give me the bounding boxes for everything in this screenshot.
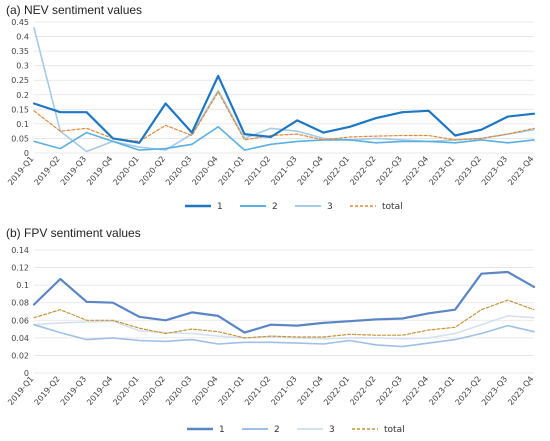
series-line-total — [33, 299, 535, 339]
x-tick-label: 2023-Q2 — [454, 155, 483, 188]
legend-label-2: 2 — [272, 202, 278, 212]
x-tick-label: 2023-Q2 — [454, 375, 483, 408]
x-tick-label: 2019-Q1 — [6, 155, 35, 188]
x-tick-label: 2021-Q3 — [269, 155, 298, 188]
x-tick-label: 2023-Q3 — [480, 155, 509, 188]
y-tick-label: 0.12 — [11, 264, 29, 273]
chart-a-title: (a) NEV sentiment values — [6, 3, 143, 17]
x-tick-label: 2022-Q4 — [401, 155, 430, 188]
y-tick-label: 0 — [24, 369, 29, 378]
series-line-2 — [33, 126, 535, 151]
y-tick-label: 0.1 — [16, 120, 29, 129]
x-tick-label: 2022-Q2 — [348, 375, 377, 408]
x-tick-label: 2023-Q1 — [427, 155, 456, 188]
chart-a: 0 0.05 0.1 0.15 0.2 0.25 0.3 0.35 0.4 0.45 2019-Q1… — [6, 18, 536, 212]
x-tick-label: 2020-Q3 — [164, 375, 193, 408]
x-tick-label: 2019-Q2 — [32, 375, 61, 408]
x-tick-label: 2023-Q4 — [506, 375, 535, 408]
legend-label-3: 3 — [329, 425, 335, 435]
x-tick-label: 2019-Q3 — [59, 375, 88, 408]
x-tick-label: 2022-Q3 — [375, 155, 404, 188]
y-tick-label: 0.25 — [11, 76, 29, 85]
series-line-1 — [32, 74, 536, 144]
y-tick-label: 0.45 — [11, 18, 29, 27]
y-tick-label: 0.2 — [16, 91, 29, 100]
y-tick-label: 0.35 — [11, 47, 29, 56]
y-tick-label: 0.15 — [11, 105, 29, 114]
y-tick-label: 0.08 — [11, 299, 29, 308]
chart-b-title: (b) FPV sentiment values — [6, 226, 141, 240]
y-tick-label: 0.02 — [11, 351, 29, 360]
x-tick-label: 2020-Q2 — [138, 375, 167, 408]
legend-label-total: total — [384, 425, 405, 435]
x-tick-label: 2023-Q3 — [480, 375, 509, 408]
legend-label-3: 3 — [327, 202, 333, 212]
x-tick-label: 2022-Q3 — [375, 375, 404, 408]
x-tick-label: 2019-Q2 — [32, 155, 61, 188]
legend-label-2: 2 — [274, 425, 280, 435]
x-tick-label: 2020-Q3 — [164, 155, 193, 188]
series-line-2 — [33, 323, 535, 348]
legend-label-1: 1 — [219, 425, 225, 435]
y-tick-label: 0.1 — [16, 281, 29, 290]
x-tick-label: 2021-Q4 — [296, 155, 325, 188]
series-line-3 — [33, 26, 535, 153]
y-tick-label: 0.3 — [16, 62, 29, 71]
legend-label-total: total — [382, 202, 403, 212]
x-tick-label: 2021-Q4 — [296, 375, 325, 408]
legend-label-1: 1 — [217, 202, 223, 212]
x-tick-label: 2023-Q4 — [506, 155, 535, 188]
x-tick-label: 2021-Q2 — [243, 375, 272, 408]
x-tick-label: 2021-Q2 — [243, 155, 272, 188]
y-tick-label: 0.04 — [11, 334, 29, 343]
x-tick-label: 2020-Q4 — [190, 375, 219, 408]
x-tick-label: 2020-Q1 — [111, 155, 140, 188]
x-tick-label: 2019-Q4 — [85, 155, 114, 188]
x-tick-label: 2020-Q1 — [111, 375, 140, 408]
x-tick-label: 2019-Q1 — [6, 375, 35, 408]
y-tick-label: 0 — [24, 149, 29, 158]
x-tick-label: 2019-Q4 — [85, 375, 114, 408]
chart-b: 00.020.040.060.080.10.120.142019-Q12019-… — [6, 246, 536, 435]
x-tick-label: 2022-Q4 — [401, 375, 430, 408]
x-tick-label: 2022-Q1 — [322, 155, 351, 188]
y-tick-label: 0.05 — [11, 134, 29, 143]
x-tick-label: 2020-Q4 — [190, 155, 219, 188]
series-line-1 — [32, 270, 536, 334]
y-tick-label: 0.14 — [11, 246, 29, 255]
x-tick-label: 2022-Q1 — [322, 375, 351, 408]
x-tick-label: 2021-Q1 — [217, 155, 246, 188]
x-tick-label: 2021-Q3 — [269, 375, 298, 408]
x-tick-label: 2022-Q2 — [348, 155, 377, 188]
x-tick-label: 2020-Q2 — [138, 155, 167, 188]
y-tick-label: 0.06 — [11, 316, 29, 325]
x-tick-label: 2023-Q1 — [427, 375, 456, 408]
y-tick-label: 0.4 — [16, 33, 29, 42]
series-line-3 — [33, 315, 535, 340]
x-tick-label: 2019-Q3 — [59, 155, 88, 188]
x-tick-label: 2021-Q1 — [217, 375, 246, 408]
